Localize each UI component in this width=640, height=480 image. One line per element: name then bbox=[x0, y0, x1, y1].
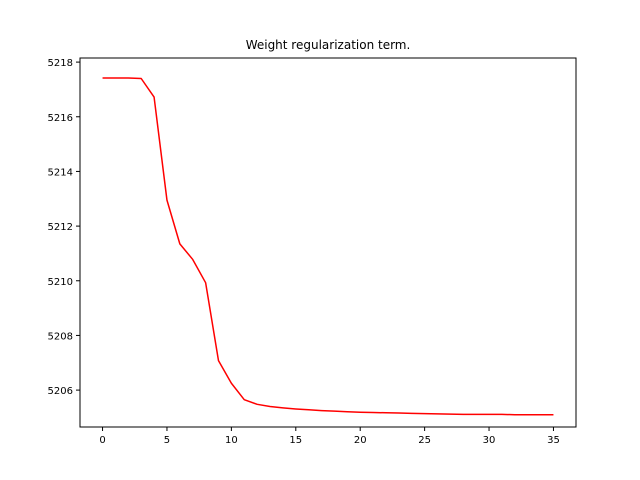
x-tick-label: 25 bbox=[418, 435, 431, 446]
y-tick-label: 5210 bbox=[48, 277, 73, 288]
x-tick-label: 10 bbox=[225, 435, 238, 446]
x-tick-label: 15 bbox=[289, 435, 302, 446]
y-tick-label: 5212 bbox=[48, 222, 73, 233]
x-tick-label: 35 bbox=[547, 435, 560, 446]
x-tick-label: 5 bbox=[164, 435, 170, 446]
y-tick-label: 5216 bbox=[48, 113, 73, 124]
y-tick-label: 5206 bbox=[48, 386, 73, 397]
y-tick-label: 5208 bbox=[48, 331, 73, 342]
axes-frame bbox=[79, 57, 577, 428]
x-tick-label: 30 bbox=[483, 435, 496, 446]
plot-area bbox=[102, 77, 554, 416]
y-tick-label: 5214 bbox=[48, 167, 73, 178]
x-tick-label: 0 bbox=[99, 435, 105, 446]
y-tick-label: 5218 bbox=[48, 58, 73, 69]
x-axis: 0 5 10 15 20 25 30 35 bbox=[99, 427, 560, 446]
y-axis: 5206 5208 5210 5212 5214 5216 5218 bbox=[48, 58, 80, 397]
chart-title: Weight regularization term. bbox=[246, 38, 411, 52]
series-line bbox=[102, 77, 554, 416]
x-tick-label: 20 bbox=[354, 435, 367, 446]
